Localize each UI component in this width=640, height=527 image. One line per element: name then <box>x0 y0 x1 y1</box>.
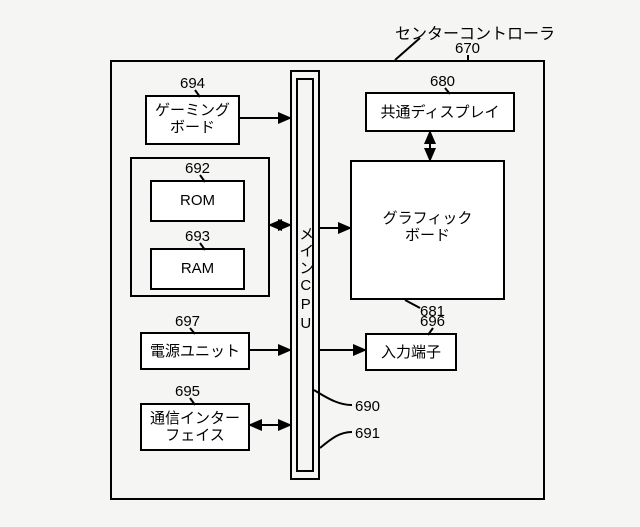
comm-if-box <box>140 403 250 451</box>
ref-690: 690 <box>355 398 380 415</box>
ram-box <box>150 248 245 290</box>
ref-695: 695 <box>175 383 200 400</box>
psu-box <box>140 332 250 370</box>
ref-680: 680 <box>430 73 455 90</box>
ref-692: 692 <box>185 160 210 177</box>
display-box <box>365 92 515 132</box>
cpu-inner-box <box>296 78 314 472</box>
ref-681: 681 <box>420 303 445 320</box>
gaming-board-box <box>145 95 240 145</box>
graphic-board-box <box>350 160 505 300</box>
ref-694: 694 <box>180 75 205 92</box>
ref-697: 697 <box>175 313 200 330</box>
rom-box <box>150 180 245 222</box>
input-terminal-box <box>365 333 457 371</box>
ref-691: 691 <box>355 425 380 442</box>
ref-670: 670 <box>455 40 480 57</box>
ref-693: 693 <box>185 228 210 245</box>
diagram-root: センターコントローラ ゲーミング ボード ROM RAM 電源ユニット 通信イン… <box>0 0 640 527</box>
